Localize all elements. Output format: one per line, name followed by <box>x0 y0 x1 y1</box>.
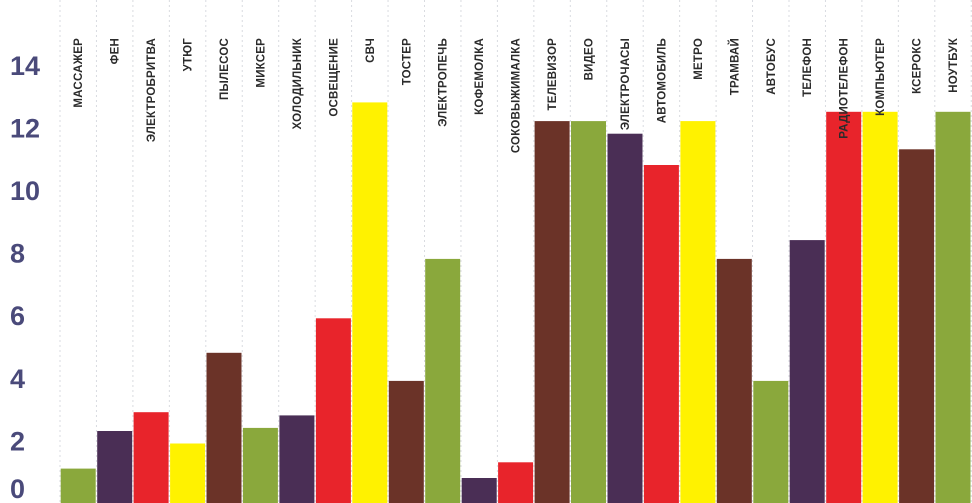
bar-6 <box>279 415 315 503</box>
bars <box>60 102 971 503</box>
category-label: АВТОМОБИЛЬ <box>656 38 668 123</box>
bar-22 <box>862 111 898 503</box>
bar-23 <box>899 149 935 503</box>
bar-13 <box>534 121 570 503</box>
bar-21 <box>826 111 862 503</box>
category-label: ВИДЕО <box>584 38 596 80</box>
category-label: КОМПЬЮТЕР <box>875 38 887 116</box>
bar-0 <box>60 468 96 503</box>
category-label: ЭЛЕКТРОЧАСЫ <box>620 38 632 130</box>
bar-20 <box>789 240 825 503</box>
y-tick-label: 14 <box>10 51 40 81</box>
bar-5 <box>242 427 278 503</box>
category-label: ТОСТЕР <box>401 38 413 85</box>
category-label: ОСВЕЩЕНИЕ <box>328 38 340 117</box>
grid-lines <box>59 0 972 503</box>
y-tick-label: 4 <box>10 364 25 394</box>
bar-4 <box>206 352 242 503</box>
category-label: НОУТБУК <box>948 37 960 92</box>
category-label: ЭЛЕКТРОБРИТВА <box>146 38 158 142</box>
category-label: СВЧ <box>365 38 377 63</box>
bar-12 <box>498 462 534 503</box>
category-label: ХОЛОДИЛЬНИК <box>292 37 304 129</box>
category-label: МЕТРО <box>693 38 705 80</box>
category-label: ТРАМВАЙ <box>728 38 741 95</box>
bar-3 <box>170 443 206 503</box>
bar-9 <box>388 380 424 503</box>
bar-1 <box>97 431 133 503</box>
y-tick-label: 2 <box>10 426 25 456</box>
bar-8 <box>352 102 388 503</box>
bar-7 <box>315 318 351 503</box>
category-label: ТЕЛЕВИЗОР <box>547 38 559 111</box>
category-label: ТЕЛЕФОН <box>802 38 814 97</box>
category-label: РАДИОТЕЛЕФОН <box>839 38 851 139</box>
y-tick-label: 8 <box>10 239 25 269</box>
bar-16 <box>643 165 679 503</box>
category-label: МИКСЕР <box>256 38 268 88</box>
bar-19 <box>753 380 789 503</box>
y-tick-label: 10 <box>10 176 40 206</box>
y-axis-ticks: 0 2 4 6 8 10 12 14 <box>10 51 40 503</box>
bar-11 <box>461 478 497 503</box>
category-label: ФЕН <box>110 38 122 64</box>
y-tick-label: 6 <box>10 301 25 331</box>
bar-14 <box>571 121 606 503</box>
bar-17 <box>680 121 716 503</box>
category-label: ЭЛЕКТРОПЕЧЬ <box>438 38 450 127</box>
y-tick-label: 0 <box>10 474 25 503</box>
category-label: ПЫЛЕСОС <box>219 38 231 100</box>
category-label: КОФЕМОЛКА <box>474 38 486 115</box>
category-label: АВТОБУС <box>766 38 778 95</box>
category-label: МАССАЖЕР <box>73 38 85 108</box>
bar-15 <box>607 133 643 503</box>
bar-24 <box>935 111 971 503</box>
bar-10 <box>425 258 461 503</box>
category-label: СОКОВЫЖИМАЛКА <box>511 38 523 153</box>
category-label: УТЮГ <box>183 38 195 72</box>
category-label: КСЕРОКС <box>912 38 924 94</box>
bar-18 <box>716 258 752 503</box>
bar-2 <box>133 412 169 503</box>
category-labels: МАССАЖЕР ФЕН ЭЛЕКТРОБРИТВА УТЮГ ПЫЛЕСОС МИКСЕ… <box>73 37 960 153</box>
y-tick-label: 12 <box>10 113 40 143</box>
